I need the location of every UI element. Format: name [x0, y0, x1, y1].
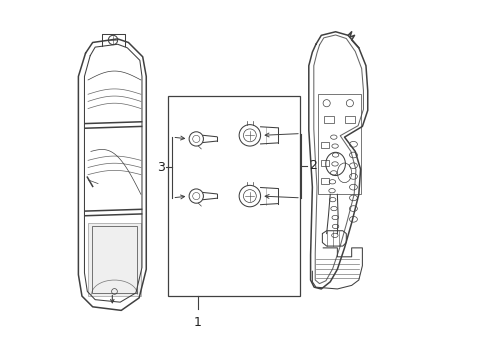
Bar [321, 178, 328, 184]
Bar [167, 96, 299, 296]
Bar [317, 94, 360, 194]
Bar [321, 143, 328, 148]
Text: 3: 3 [156, 161, 164, 174]
Bar [91, 226, 137, 293]
Bar [323, 116, 333, 123]
Text: 2: 2 [308, 159, 316, 172]
Bar [88, 223, 141, 296]
Text: 1: 1 [194, 316, 202, 329]
Bar [344, 116, 354, 123]
Bar [321, 160, 328, 166]
